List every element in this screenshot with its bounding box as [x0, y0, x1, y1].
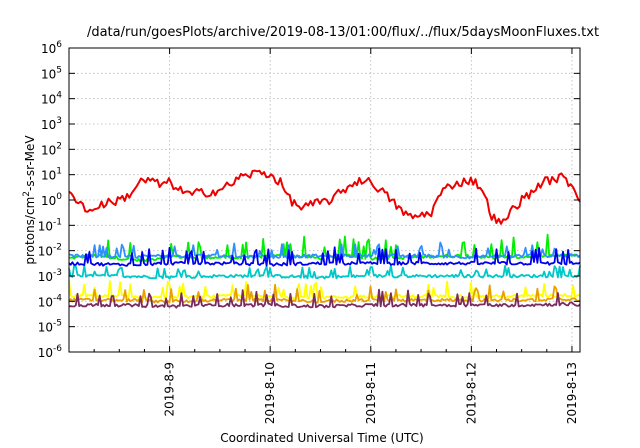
y-tick-label: 101	[41, 167, 62, 183]
y-tick-base: 10	[38, 219, 53, 233]
y-tick-label: 102	[41, 141, 62, 157]
series-line-6	[68, 288, 581, 309]
y-tick-exponent: 2	[56, 141, 62, 151]
x-tick-label: 2019-8-13	[565, 362, 579, 424]
chart-title: /data/run/goesPlots/archive/2019-08-13/0…	[87, 25, 599, 40]
y-tick-exponent: 1	[56, 167, 62, 177]
y-tick-exponent: 4	[56, 91, 62, 101]
series-line-1	[68, 264, 581, 280]
y-tick-exponent: 6	[56, 40, 62, 50]
y-tick-exponent: -3	[53, 268, 62, 278]
y-tick-exponent: -4	[53, 293, 62, 303]
y-tick-base: 10	[38, 346, 53, 360]
series-line-2	[68, 241, 581, 260]
x-tick-label: 2019-8-10	[263, 362, 277, 424]
series-line-7	[68, 169, 581, 225]
series-line-5	[68, 283, 581, 304]
y-tick-base: 10	[41, 194, 56, 208]
y-tick-base: 10	[41, 118, 56, 132]
y-tick-base: 10	[38, 321, 53, 335]
y-tick-exponent: -6	[53, 344, 62, 354]
y-tick-exponent: -2	[53, 243, 62, 253]
y-axis: 10-610-510-410-310-210-11001011021031041…	[38, 40, 580, 360]
y-tick-base: 10	[41, 42, 56, 56]
y-tick-base: 10	[41, 143, 56, 157]
y-tick-base: 10	[38, 295, 53, 309]
y-tick-exponent: -1	[53, 217, 62, 227]
y-tick-exponent: 3	[56, 116, 62, 126]
y-tick-base: 10	[38, 245, 53, 259]
series-line-0	[68, 233, 581, 263]
y-tick-label: 104	[41, 91, 62, 107]
y-tick-label: 10-1	[38, 217, 62, 233]
grid-lines	[69, 48, 580, 352]
y-tick-exponent: 0	[56, 192, 62, 202]
y-tick-label: 100	[41, 192, 62, 208]
series-line-3	[68, 246, 581, 267]
y-tick-label: 105	[41, 65, 62, 81]
y-axis-label-part: -s-sr-MeV	[23, 135, 37, 191]
y-tick-label: 10-5	[38, 319, 62, 335]
y-tick-base: 10	[41, 169, 56, 183]
y-axis-label-superscript: 2	[22, 191, 32, 197]
y-tick-label: 106	[41, 40, 62, 56]
x-axis-label: Coordinated Universal Time (UTC)	[220, 431, 423, 445]
series-line-4	[68, 280, 581, 300]
x-tick-label: 2019-8-9	[163, 362, 177, 416]
y-tick-label: 10-6	[38, 344, 63, 360]
y-tick-label: 103	[41, 116, 62, 132]
y-tick-exponent: -5	[53, 319, 62, 329]
x-axis: 2019-8-9 2019-8-10 2019-8-11 2019-8-12 2019-…	[93, 48, 579, 424]
series-layer	[68, 169, 581, 309]
y-axis-label-part: protons/cm	[23, 197, 37, 265]
y-tick-base: 10	[41, 67, 56, 81]
y-tick-base: 10	[38, 270, 53, 284]
x-tick-label: 2019-8-11	[364, 362, 378, 424]
y-axis-label: protons/cm2-s-sr-MeV	[22, 135, 37, 265]
y-tick-label: 10-3	[38, 268, 62, 284]
y-tick-label: 10-2	[38, 243, 62, 259]
y-tick-base: 10	[41, 93, 56, 107]
y-tick-label: 10-4	[38, 293, 63, 309]
x-tick-label: 2019-8-12	[464, 362, 478, 424]
y-tick-exponent: 5	[56, 65, 62, 75]
